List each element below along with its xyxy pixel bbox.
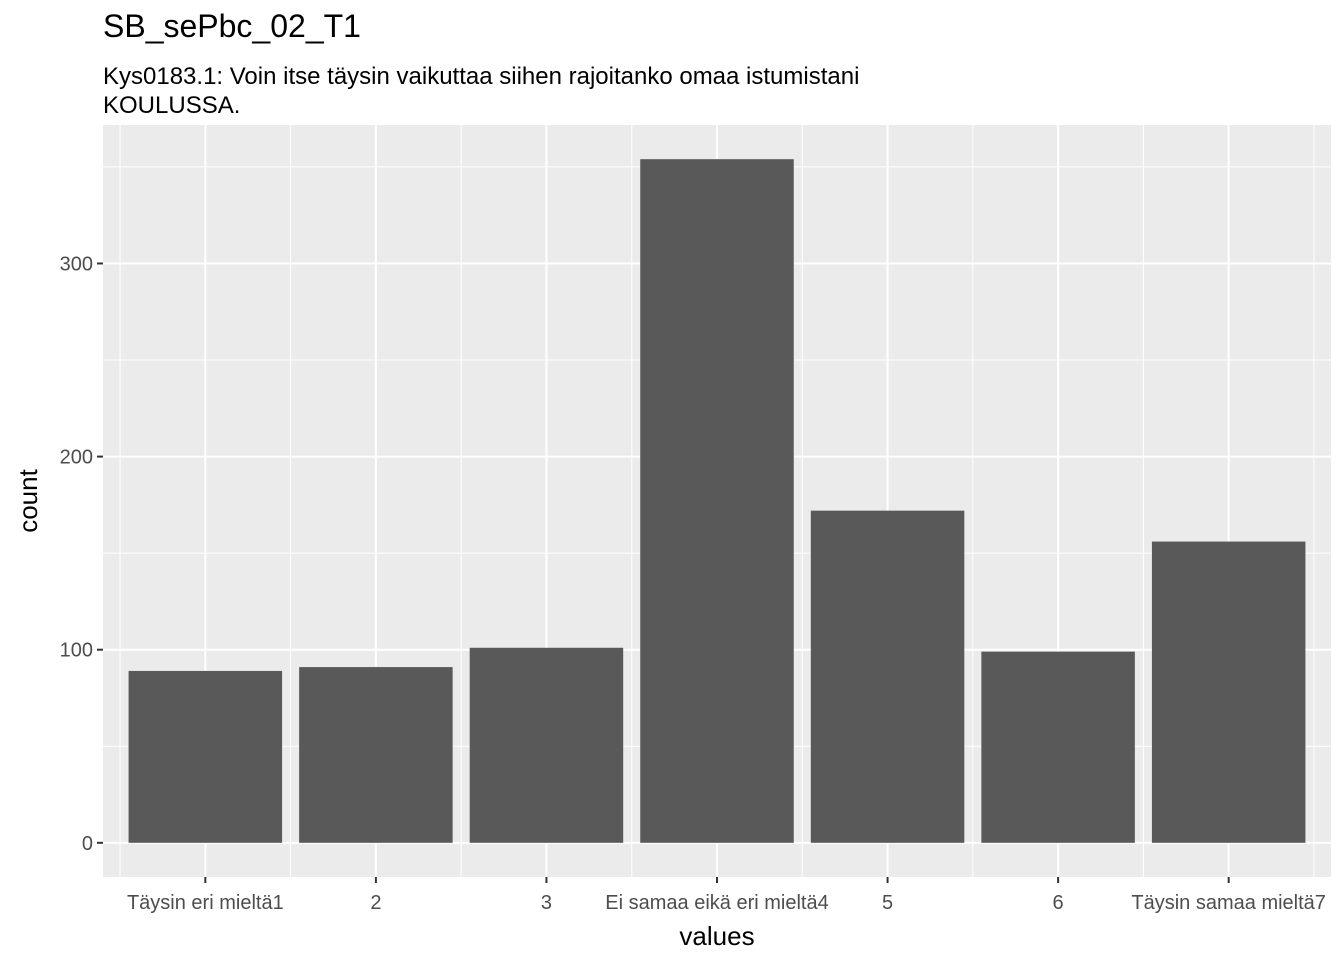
y-tick-label: 200 bbox=[60, 447, 93, 469]
bars bbox=[128, 159, 1306, 843]
bar bbox=[469, 647, 624, 843]
x-tick-label: 3 bbox=[541, 892, 552, 914]
chart-subtitle: Kys0183.1: Voin itse täysin vaikuttaa si… bbox=[103, 63, 860, 119]
bar bbox=[128, 670, 283, 843]
x-tick-label: Ei samaa eikä eri mieltä4 bbox=[605, 892, 828, 914]
x-tick-label: 6 bbox=[1053, 892, 1064, 914]
chart-title: SB_sePbc_02_T1 bbox=[103, 8, 361, 44]
bar bbox=[981, 651, 1135, 843]
x-axis: Täysin eri mieltä1 2 3 Ei samaa eikä eri mi… bbox=[127, 877, 1326, 914]
y-tick-label: 100 bbox=[60, 640, 93, 662]
y-axis: 0 100 200 300 bbox=[60, 253, 103, 855]
y-tick-label: 0 bbox=[82, 833, 93, 855]
bar bbox=[1151, 541, 1306, 843]
x-tick-label: 2 bbox=[370, 892, 381, 914]
x-axis-title: values bbox=[679, 921, 754, 951]
x-tick-label: Täysin samaa mieltä7 bbox=[1131, 892, 1326, 914]
x-tick-label: Täysin eri mieltä1 bbox=[127, 892, 284, 914]
y-axis-title: count bbox=[13, 468, 43, 532]
bar bbox=[640, 159, 794, 843]
y-tick-label: 300 bbox=[60, 253, 93, 275]
bar bbox=[810, 510, 965, 843]
x-tick-label: 5 bbox=[882, 892, 893, 914]
bar bbox=[299, 667, 453, 843]
